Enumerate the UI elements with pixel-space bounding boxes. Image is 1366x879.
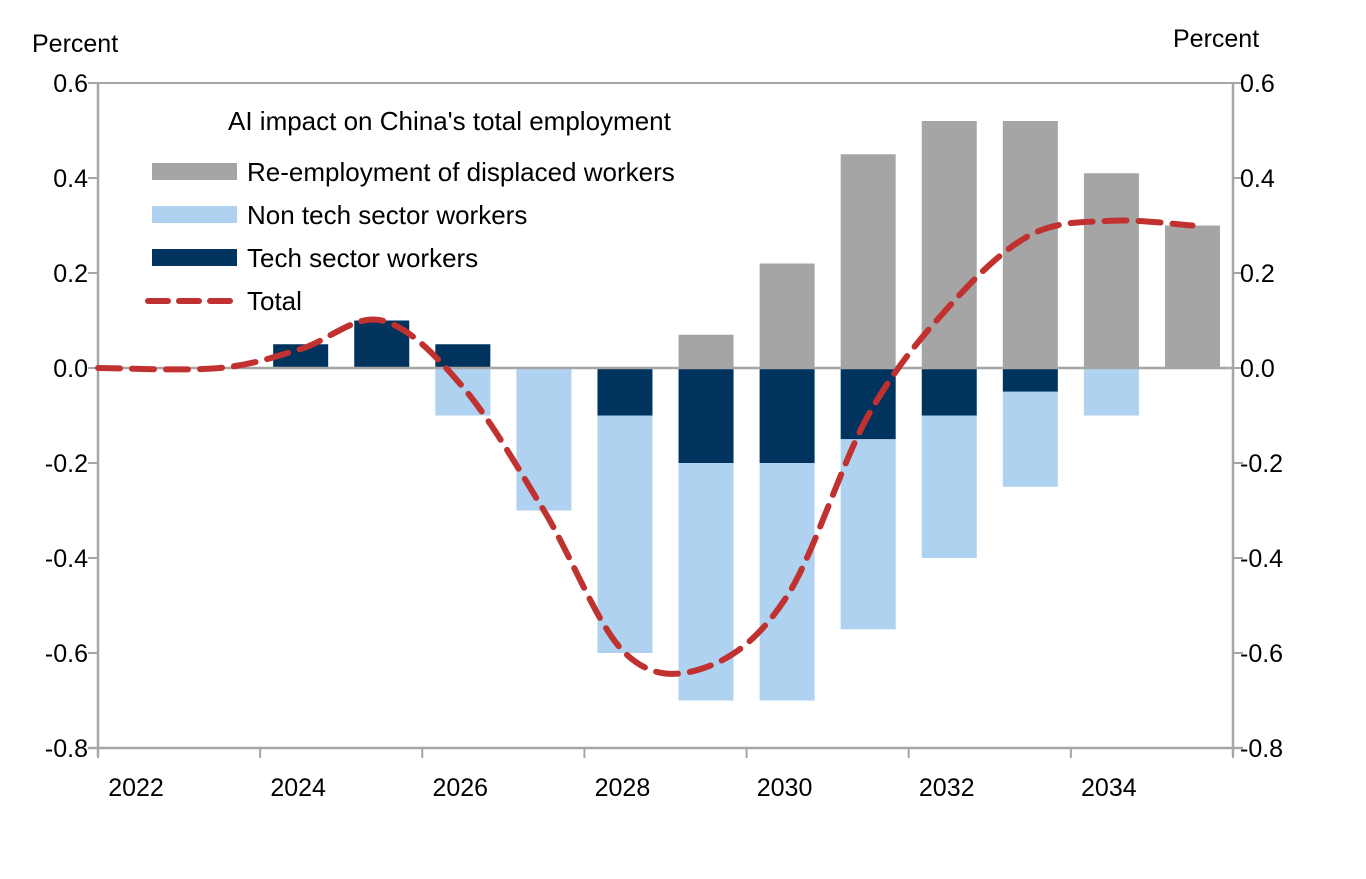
y-tick-label-left: 0.2 (53, 260, 88, 288)
x-tick-label-2024: 2024 (270, 774, 326, 802)
legend-swatch-0 (152, 163, 237, 180)
x-tick-label-2026: 2026 (432, 774, 488, 802)
y-tick-label-left: -0.4 (45, 545, 88, 573)
bar-non-tech-sector-workers-2028 (597, 415, 653, 653)
x-tick-label-2034: 2034 (1081, 774, 1137, 802)
bars-layer (273, 121, 1220, 701)
legend-label-3: Total (247, 286, 302, 316)
bar-non-tech-sector-workers-2030 (759, 463, 815, 701)
tick-labels: 0.6 0.6 0.4 0.4 0.2 0.2 0.0 0.0 -0.2 -0.2 -0.4 -0.4… (45, 70, 1283, 802)
y-tick-label-right: -0.6 (1240, 640, 1283, 668)
bar-tech-sector-workers-2029 (678, 368, 734, 463)
legend-label-0: Re-employment of displaced workers (247, 157, 675, 187)
y-tick-label-right: -0.2 (1240, 450, 1283, 478)
legend-swatch-2 (152, 249, 237, 266)
bar-tech-sector-workers-2032 (921, 368, 977, 416)
y-tick-label-right: 0.4 (1240, 165, 1275, 193)
bar-non-tech-sector-workers-2034 (1083, 368, 1139, 416)
bar-re-employment-of-displaced-workers-2029 (678, 334, 734, 368)
y-tick-label-left: -0.8 (45, 735, 88, 763)
bar-non-tech-sector-workers-2031 (840, 439, 896, 630)
y-tick-label-left: 0.4 (53, 165, 88, 193)
x-tick-label-2030: 2030 (757, 774, 813, 802)
bar-non-tech-sector-workers-2027 (516, 368, 572, 511)
y-tick-label-right: 0.6 (1240, 70, 1275, 98)
bar-tech-sector-workers-2028 (597, 368, 653, 416)
axes-layer (88, 82, 1243, 758)
bar-re-employment-of-displaced-workers-2030 (759, 263, 815, 368)
y-tick-label-left: 0.0 (53, 355, 88, 383)
total-line-layer (95, 217, 1196, 677)
legend-swatch-1 (152, 206, 237, 223)
bar-re-employment-of-displaced-workers-2031 (840, 154, 896, 368)
y-tick-label-right: 0.2 (1240, 260, 1275, 288)
bar-re-employment-of-displaced-workers-2032 (921, 121, 977, 368)
x-tick-label-2032: 2032 (919, 774, 975, 802)
bar-non-tech-sector-workers-2033 (1002, 391, 1058, 487)
y-tick-label-left: -0.6 (45, 640, 88, 668)
y-tick-label-right: -0.8 (1240, 735, 1283, 763)
bar-tech-sector-workers-2033 (1002, 368, 1058, 392)
legend-title: AI impact on China's total employment (228, 106, 672, 136)
total-line (95, 217, 1196, 677)
bar-tech-sector-workers-2026 (435, 344, 491, 368)
y-axis-label-left: Percent (32, 30, 118, 58)
bar-re-employment-of-displaced-workers-2034 (1083, 173, 1139, 368)
y-tick-label-left: -0.2 (45, 450, 88, 478)
legend-label-1: Non tech sector workers (247, 200, 527, 230)
bar-tech-sector-workers-2030 (759, 368, 815, 463)
x-tick-label-2028: 2028 (595, 774, 651, 802)
bar-tech-sector-workers-2031 (840, 368, 896, 440)
y-axis-label-right: Percent (1173, 25, 1259, 53)
legend: AI impact on China's total employment Re… (145, 106, 675, 316)
y-tick-label-right: 0.0 (1240, 355, 1275, 383)
y-tick-label-left: 0.6 (53, 70, 88, 98)
legend-label-2: Tech sector workers (247, 243, 478, 273)
bar-non-tech-sector-workers-2032 (921, 415, 977, 558)
y-tick-label-right: -0.4 (1240, 545, 1283, 573)
bar-re-employment-of-displaced-workers-2035 (1164, 225, 1220, 368)
x-tick-label-2022: 2022 (108, 774, 164, 802)
